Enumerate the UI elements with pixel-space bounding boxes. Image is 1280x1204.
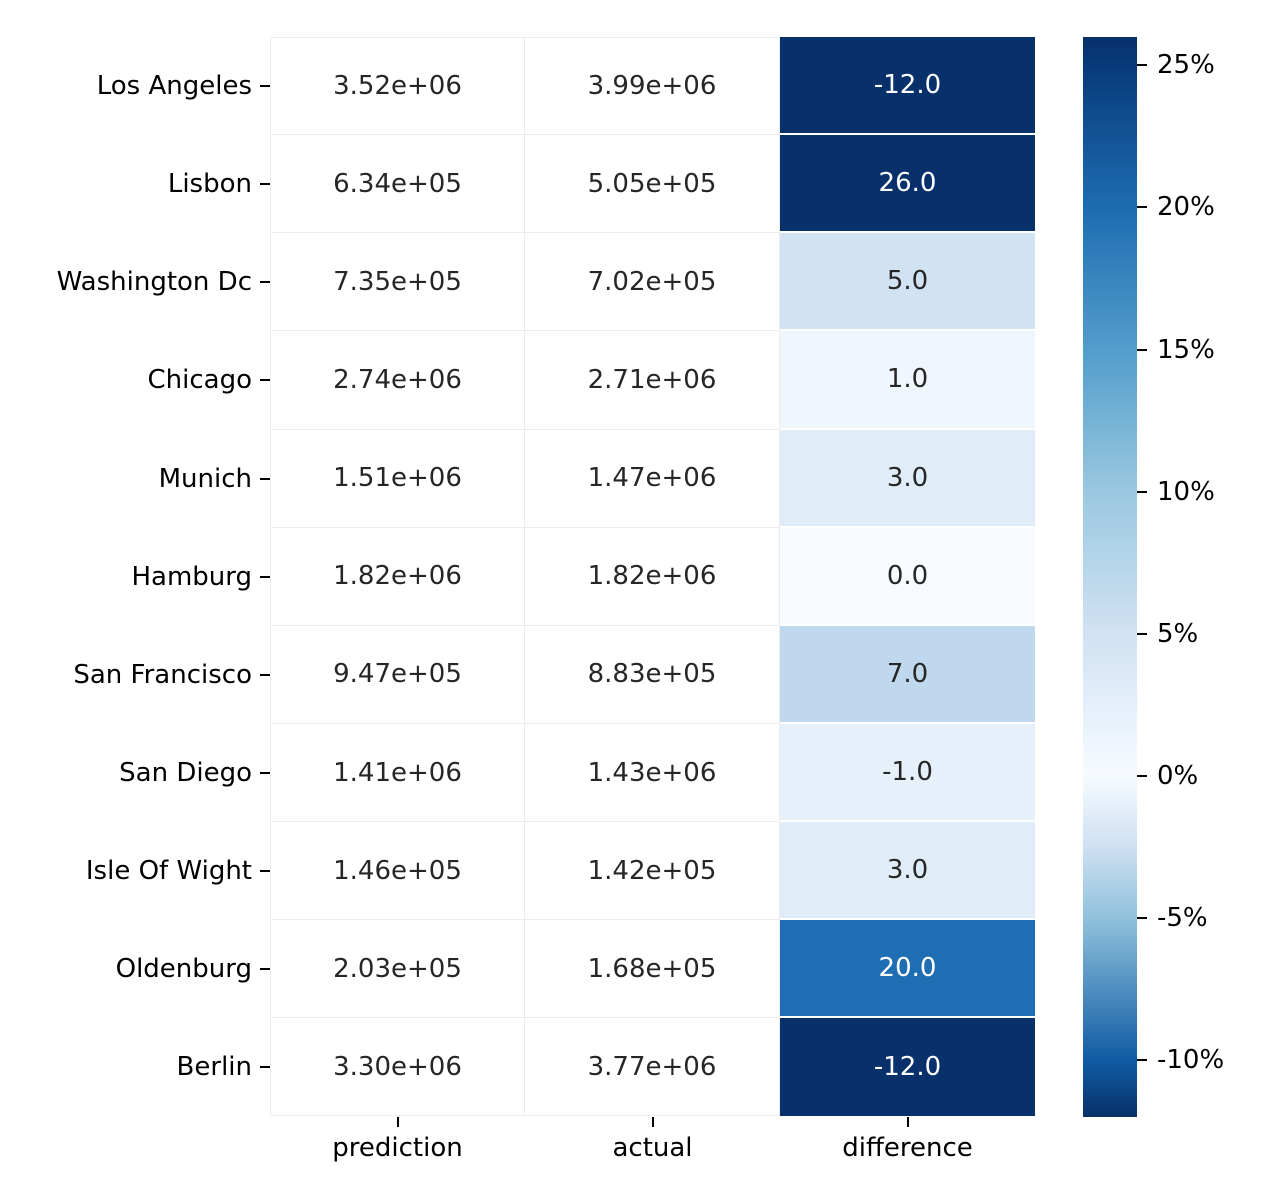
prediction-cell: 2.03e+05 xyxy=(270,920,525,1019)
y-tick-mark xyxy=(260,575,270,578)
colorbar-tick-mark xyxy=(1137,490,1147,493)
x-tick-mark xyxy=(906,1117,909,1127)
actual-cell: 3.77e+06 xyxy=(525,1018,780,1117)
y-tick-mark xyxy=(260,673,270,676)
row-label: Los Angeles xyxy=(96,71,252,102)
prediction-cell: 3.52e+06 xyxy=(270,37,525,136)
colorbar-tick-mark xyxy=(1137,348,1147,351)
row-label: Munich xyxy=(158,463,252,494)
x-tick-mark xyxy=(396,1117,399,1127)
colorbar-tick-label: 15% xyxy=(1157,334,1215,365)
row-label: Hamburg xyxy=(131,561,252,592)
y-tick-mark xyxy=(260,477,270,480)
prediction-cell: 2.74e+06 xyxy=(270,331,525,430)
colorbar-tick-label: -5% xyxy=(1157,902,1208,933)
difference-cell: 0.0 xyxy=(780,527,1035,626)
colorbar-tick-label: 0% xyxy=(1157,760,1199,791)
y-tick-mark xyxy=(260,968,270,971)
actual-cell: 8.83e+05 xyxy=(525,625,780,724)
prediction-cell: 1.46e+05 xyxy=(270,822,525,921)
row-label: Chicago xyxy=(147,365,253,396)
x-tick-mark xyxy=(651,1117,654,1127)
heatmap-grid: 3.52e+06 3.99e+06 -12.0 6.34e+05 5.05e+05 26.… xyxy=(270,37,1035,1117)
colorbar-tick-mark xyxy=(1137,632,1147,635)
x-axis-label: difference xyxy=(842,1133,973,1163)
colorbar-tick-label: -10% xyxy=(1157,1044,1225,1075)
difference-cell: 26.0 xyxy=(780,135,1035,234)
difference-cell: -12.0 xyxy=(780,1018,1035,1117)
actual-cell: 7.02e+05 xyxy=(525,233,780,332)
colorbar-tick-mark xyxy=(1137,206,1147,209)
x-axis-label: actual xyxy=(612,1133,693,1163)
colorbar-tick-mark xyxy=(1137,774,1147,777)
difference-cell: 5.0 xyxy=(780,233,1035,332)
actual-cell: 1.68e+05 xyxy=(525,920,780,1019)
y-tick-mark xyxy=(260,772,270,775)
y-tick-mark xyxy=(260,870,270,873)
prediction-cell: 6.34e+05 xyxy=(270,135,525,234)
difference-cell: -1.0 xyxy=(780,723,1035,823)
y-tick-mark xyxy=(260,281,270,284)
colorbar-tick-label: 5% xyxy=(1157,618,1199,649)
actual-cell: 1.82e+06 xyxy=(525,527,780,626)
actual-cell: 5.05e+05 xyxy=(525,135,780,234)
difference-cell: 20.0 xyxy=(780,920,1035,1019)
actual-cell: 1.47e+06 xyxy=(525,429,780,528)
row-label: Isle Of Wight xyxy=(85,856,252,887)
actual-cell: 3.99e+06 xyxy=(525,37,780,136)
row-label: San Diego xyxy=(119,758,252,789)
colorbar-tick-mark xyxy=(1137,1058,1147,1061)
row-label: Lisbon xyxy=(167,169,252,200)
colorbar-tick-label: 25% xyxy=(1157,50,1215,81)
difference-cell: 7.0 xyxy=(780,625,1035,724)
row-label: Washington Dc xyxy=(56,267,252,298)
difference-cell: 3.0 xyxy=(780,429,1035,528)
colorbar-tick-mark xyxy=(1137,64,1147,67)
row-label: Oldenburg xyxy=(115,954,252,985)
x-axis-label: prediction xyxy=(332,1133,463,1163)
y-tick-mark xyxy=(260,85,270,88)
row-label: Berlin xyxy=(176,1052,252,1083)
y-tick-mark xyxy=(260,183,270,186)
difference-cell: 3.0 xyxy=(780,822,1035,921)
colorbar-tick-mark xyxy=(1137,916,1147,919)
prediction-cell: 1.82e+06 xyxy=(270,527,525,626)
y-tick-mark xyxy=(260,379,270,382)
y-tick-mark xyxy=(260,1066,270,1069)
colorbar xyxy=(1083,37,1137,1117)
colorbar-tick-label: 20% xyxy=(1157,192,1215,223)
prediction-cell: 3.30e+06 xyxy=(270,1018,525,1117)
prediction-cell: 9.47e+05 xyxy=(270,625,525,724)
row-label: San Francisco xyxy=(73,659,252,690)
actual-cell: 2.71e+06 xyxy=(525,331,780,430)
colorbar-tick-label: 10% xyxy=(1157,476,1215,507)
prediction-cell: 1.51e+06 xyxy=(270,429,525,528)
prediction-cell: 7.35e+05 xyxy=(270,233,525,332)
difference-cell: -12.0 xyxy=(780,37,1035,136)
actual-cell: 1.43e+06 xyxy=(525,723,780,823)
difference-cell: 1.0 xyxy=(780,331,1035,430)
prediction-cell: 1.41e+06 xyxy=(270,723,525,823)
actual-cell: 1.42e+05 xyxy=(525,822,780,921)
